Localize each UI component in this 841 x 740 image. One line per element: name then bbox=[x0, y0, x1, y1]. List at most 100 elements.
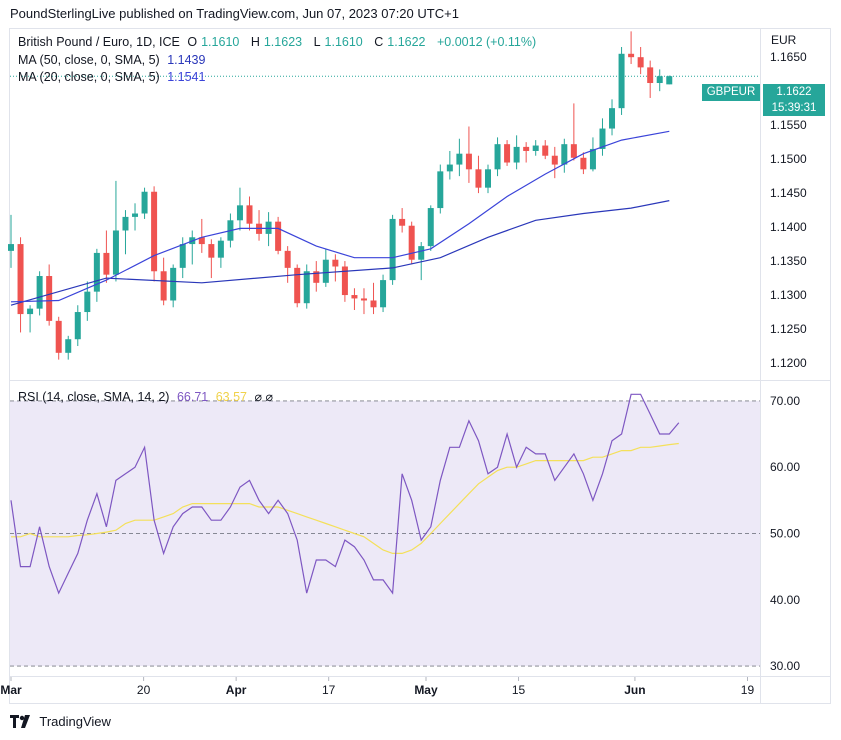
candle-body bbox=[170, 267, 177, 301]
candle-body bbox=[437, 171, 444, 209]
candle-body bbox=[208, 244, 215, 258]
rsi-tick-label: 70.00 bbox=[770, 394, 800, 408]
time-tick-label: Apr bbox=[226, 683, 247, 697]
rsi-tick-label: 40.00 bbox=[770, 593, 800, 607]
chart-frame bbox=[9, 28, 831, 704]
time-tick-label: 17 bbox=[322, 683, 336, 697]
last-price: 1.1622 bbox=[776, 86, 812, 98]
candle-body bbox=[446, 164, 453, 172]
candle-body bbox=[8, 244, 14, 251]
symbol-tag: GBPEUR bbox=[702, 84, 760, 101]
time-tick-label: Jun bbox=[624, 683, 645, 697]
candle-body bbox=[74, 312, 81, 340]
price-tick-label: 1.1250 bbox=[770, 322, 807, 336]
tradingview-logo-icon bbox=[10, 714, 32, 731]
candle-body bbox=[513, 146, 520, 163]
rsi-line bbox=[10, 393, 680, 595]
candle-body bbox=[294, 267, 301, 304]
candle-body bbox=[666, 76, 673, 85]
candle-body bbox=[265, 221, 272, 234]
candle-body bbox=[475, 169, 482, 188]
ohlc-close: C 1.1622 bbox=[374, 35, 426, 49]
candle-body bbox=[217, 240, 224, 258]
candle-body bbox=[103, 252, 110, 275]
candle-body bbox=[542, 145, 549, 156]
ma50-value: 1.1439 bbox=[167, 53, 206, 67]
candle-body bbox=[84, 291, 91, 313]
candle-body bbox=[303, 271, 310, 304]
candle-body bbox=[589, 148, 596, 170]
candle-body bbox=[465, 153, 472, 170]
publisher-line: PoundSterlingLive published on TradingVi… bbox=[10, 6, 459, 21]
time-tick-label: 15 bbox=[512, 683, 526, 697]
candle-body bbox=[236, 205, 243, 221]
rsi-value: 66.71 bbox=[176, 390, 209, 404]
rsi-tick-label: 60.00 bbox=[770, 460, 800, 474]
candle-body bbox=[198, 237, 205, 245]
currency-label[interactable]: EUR bbox=[771, 33, 797, 47]
candle-body bbox=[523, 146, 530, 151]
candle-body bbox=[561, 144, 568, 165]
symbol-title: British Pound / Euro, 1D, ICE bbox=[18, 35, 180, 49]
candle-body bbox=[141, 191, 148, 214]
candle-body bbox=[494, 144, 501, 170]
candle-body bbox=[380, 280, 387, 308]
last-price-tag: 1.1622 15:39:31 bbox=[763, 84, 825, 116]
candle-body bbox=[504, 144, 511, 163]
candle-body bbox=[122, 216, 129, 231]
rsi-tick-label: 30.00 bbox=[770, 659, 800, 673]
ma50-legend[interactable]: MA (50, close, 0, SMA, 5) 1.1439 bbox=[18, 53, 209, 67]
bar-countdown: 15:39:31 bbox=[771, 102, 817, 114]
candle-body bbox=[284, 250, 291, 268]
ma20-value: 1.1541 bbox=[167, 70, 206, 84]
candle-body bbox=[151, 191, 158, 272]
time-tick-label: 20 bbox=[137, 683, 151, 697]
candle-body bbox=[132, 213, 139, 217]
candle-body bbox=[609, 108, 616, 129]
candle-body bbox=[55, 320, 62, 353]
rsi-sma-value: 63.57 bbox=[215, 390, 247, 404]
footer-brand: TradingView bbox=[39, 714, 111, 729]
ma50-line bbox=[10, 200, 670, 306]
candle-body bbox=[36, 276, 43, 309]
price-tick-label: 1.1200 bbox=[770, 356, 807, 370]
candle-body bbox=[17, 244, 24, 315]
ma50-label: MA (50, close, 0, SMA, 5) bbox=[18, 53, 160, 67]
candle-body bbox=[112, 230, 119, 275]
candle-body bbox=[647, 67, 654, 84]
candle-body bbox=[341, 266, 348, 296]
candle-body bbox=[418, 246, 425, 260]
candle-body bbox=[408, 225, 415, 260]
price-tick-label: 1.1400 bbox=[770, 220, 807, 234]
candle-body bbox=[389, 218, 396, 281]
candle-body bbox=[580, 157, 587, 170]
visibility-icons[interactable]: ⌀ ⌀ bbox=[254, 390, 273, 404]
candle-body bbox=[628, 53, 635, 58]
tradingview-footer[interactable]: TradingView bbox=[10, 714, 111, 731]
candle-body bbox=[332, 259, 339, 267]
candle-body bbox=[179, 244, 186, 268]
time-tick-label: May bbox=[414, 683, 438, 697]
ma20-line bbox=[10, 130, 670, 303]
ma20-legend[interactable]: MA (20, close, 0, SMA, 5) 1.1541 bbox=[18, 70, 209, 84]
rsi-ma-line bbox=[11, 442, 679, 555]
time-tick-label: 19 bbox=[741, 683, 755, 697]
candle-body bbox=[351, 295, 358, 299]
price-tick-label: 1.1450 bbox=[770, 186, 807, 200]
ohlc-high: H 1.1623 bbox=[250, 35, 303, 49]
ohlc-open: O 1.1610 bbox=[187, 35, 240, 49]
candle-body bbox=[399, 218, 406, 226]
price-change: +0.0012 (+0.11%) bbox=[437, 35, 537, 49]
candle-body bbox=[160, 271, 167, 301]
candle-body bbox=[570, 144, 577, 158]
candle-body bbox=[618, 53, 625, 109]
candle-body bbox=[46, 276, 53, 321]
candle-body bbox=[599, 128, 606, 149]
candle-body bbox=[360, 298, 367, 301]
price-tick-label: 1.1550 bbox=[770, 118, 807, 132]
rsi-legend[interactable]: RSI (14, close, SMA, 14, 2) 66.71 63.57 … bbox=[18, 389, 277, 404]
candle-body bbox=[313, 271, 320, 283]
candle-body bbox=[65, 339, 72, 353]
